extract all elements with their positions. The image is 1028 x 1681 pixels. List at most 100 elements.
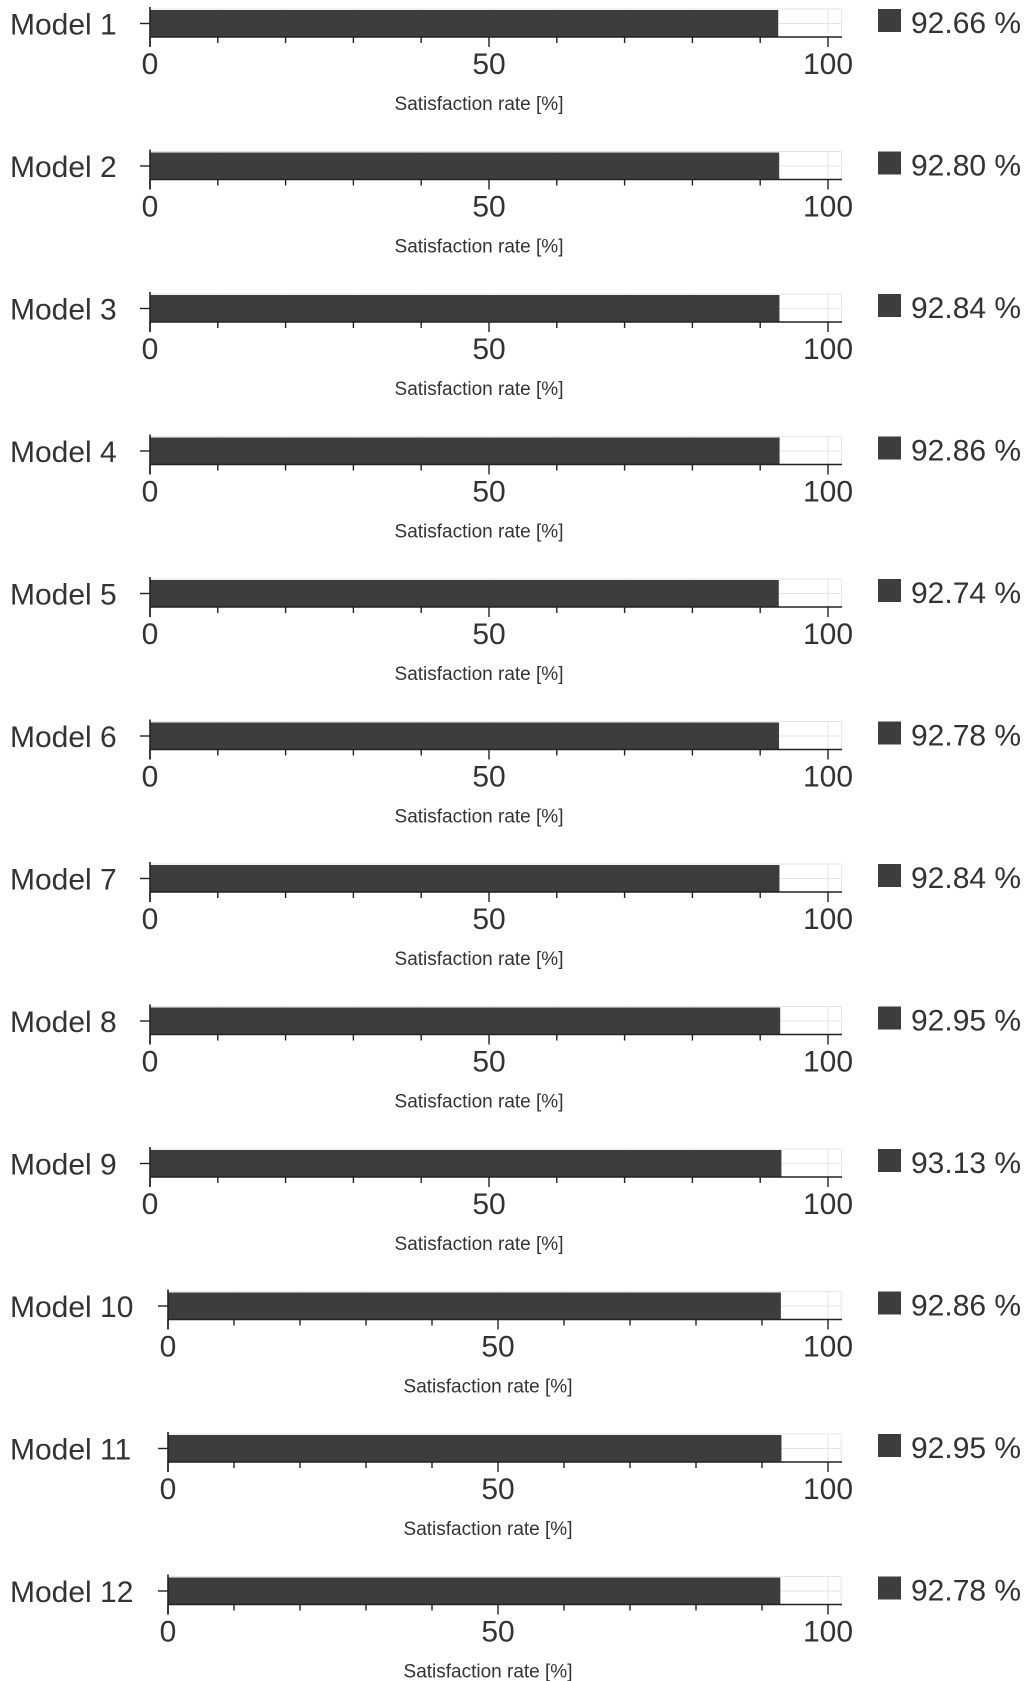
value-label: 92.84 %	[911, 292, 1021, 325]
chart-panel-4: Model 4 0 50 100 Satisfaction rate [%] 92.86 …	[10, 434, 1021, 543]
x-axis-title: Satisfaction rate [%]	[395, 379, 564, 400]
x-tick-label: 50	[472, 1188, 505, 1221]
bar-model-10	[168, 1292, 781, 1320]
legend-swatch	[878, 1149, 901, 1172]
x-tick-label: 50	[472, 191, 505, 224]
category-label: Model 5	[10, 579, 117, 612]
category-label: Model 11	[10, 1434, 131, 1467]
bar-model-7	[150, 865, 780, 892]
x-tick-label: 50	[472, 333, 505, 366]
category-label: Model 8	[10, 1006, 117, 1039]
legend-swatch	[878, 9, 901, 32]
bar-model-4	[150, 437, 780, 465]
x-axis-title: Satisfaction rate [%]	[404, 1377, 573, 1398]
bar-model-9	[150, 1150, 782, 1177]
x-tick-label: 0	[142, 903, 159, 936]
x-tick-label: 100	[803, 761, 853, 794]
legend-swatch	[878, 721, 901, 745]
legend-swatch	[878, 1434, 901, 1457]
bar-model-1	[150, 10, 779, 37]
x-tick-label: 0	[142, 191, 159, 224]
x-axis-title: Satisfaction rate [%]	[404, 1519, 573, 1540]
x-axis-title: Satisfaction rate [%]	[395, 522, 564, 543]
legend-swatch	[878, 864, 901, 887]
x-tick-label: 50	[481, 1473, 514, 1506]
x-axis-title: Satisfaction rate [%]	[395, 237, 564, 258]
chart-panel-7: Model 7 0 50 100 Satisfaction rate [%] 92.84 …	[10, 862, 1021, 970]
category-label: Model 3	[10, 294, 117, 327]
x-axis-title: Satisfaction rate [%]	[395, 1234, 564, 1255]
x-tick-label: 50	[472, 476, 505, 509]
x-tick-label: 100	[803, 1616, 853, 1649]
category-label: Model 9	[10, 1149, 117, 1182]
category-label: Model 12	[10, 1576, 133, 1609]
x-tick-label: 0	[142, 1188, 159, 1221]
x-axis-title: Satisfaction rate [%]	[395, 664, 564, 685]
x-tick-label: 50	[472, 761, 505, 794]
category-label: Model 6	[10, 721, 117, 754]
x-tick-label: 100	[803, 903, 853, 936]
x-tick-label: 50	[472, 903, 505, 936]
x-axis-title: Satisfaction rate [%]	[395, 949, 564, 970]
x-tick-label: 100	[803, 1046, 853, 1079]
bar-model-2	[150, 152, 780, 180]
x-tick-label: 0	[142, 476, 159, 509]
x-tick-label: 0	[160, 1331, 177, 1364]
x-tick-label: 50	[472, 1046, 505, 1079]
x-tick-label: 50	[481, 1331, 514, 1364]
bar-model-5	[150, 580, 779, 607]
x-axis-title: Satisfaction rate [%]	[395, 94, 564, 115]
chart-panel-8: Model 8 0 50 100 Satisfaction rate [%] 92.95 …	[10, 1004, 1021, 1113]
x-axis-title: Satisfaction rate [%]	[395, 1092, 564, 1113]
x-tick-label: 50	[481, 1616, 514, 1649]
chart-panel-10: Model 10 0 50 100 Satisfaction rate [%] 92.86…	[10, 1289, 1021, 1398]
x-tick-label: 100	[803, 333, 853, 366]
legend-swatch	[878, 1576, 901, 1600]
x-tick-label: 0	[142, 333, 159, 366]
x-tick-label: 50	[472, 48, 505, 81]
chart-panel-11: Model 11 0 50 100 Satisfaction rate [%] 92.95…	[10, 1432, 1021, 1540]
value-label: 93.13 %	[911, 1147, 1021, 1180]
category-label: Model 1	[10, 9, 117, 42]
x-tick-label: 0	[142, 618, 159, 651]
chart-panel-2: Model 2 0 50 100 Satisfaction rate [%] 92.80 …	[10, 149, 1021, 258]
category-label: Model 4	[10, 436, 117, 469]
value-label: 92.78 %	[911, 720, 1021, 753]
value-label: 92.74 %	[911, 577, 1021, 610]
bar-model-11	[168, 1435, 782, 1462]
value-label: 92.86 %	[911, 1290, 1021, 1323]
chart-panel-6: Model 6 0 50 100 Satisfaction rate [%] 92.78 …	[10, 719, 1021, 828]
bar-model-12	[168, 1577, 781, 1605]
x-tick-label: 100	[803, 1188, 853, 1221]
bar-model-3	[150, 295, 780, 322]
x-tick-label: 0	[142, 48, 159, 81]
value-label: 92.95 %	[911, 1432, 1021, 1465]
x-tick-label: 100	[803, 476, 853, 509]
x-tick-label: 100	[803, 191, 853, 224]
x-tick-label: 100	[803, 618, 853, 651]
x-tick-label: 0	[160, 1616, 177, 1649]
x-tick-label: 0	[142, 761, 159, 794]
chart-panel-5: Model 5 0 50 100 Satisfaction rate [%] 92.74 …	[10, 577, 1021, 685]
chart-panel-1: Model 1 0 50 100 Satisfaction rate [%] 92.66 …	[10, 7, 1021, 115]
legend-swatch	[878, 579, 901, 602]
value-label: 92.80 %	[911, 150, 1021, 183]
bar-model-6	[150, 722, 780, 750]
legend-swatch	[878, 1291, 901, 1315]
legend-swatch	[878, 294, 901, 317]
chart-panel-3: Model 3 0 50 100 Satisfaction rate [%] 92.84 …	[10, 292, 1021, 400]
bar-model-8	[150, 1007, 781, 1035]
category-label: Model 7	[10, 864, 117, 897]
x-tick-label: 100	[803, 1473, 853, 1506]
x-tick-label: 0	[160, 1473, 177, 1506]
x-tick-label: 0	[142, 1046, 159, 1079]
x-tick-label: 100	[803, 48, 853, 81]
x-axis-title: Satisfaction rate [%]	[395, 807, 564, 828]
x-tick-label: 50	[472, 618, 505, 651]
value-label: 92.86 %	[911, 435, 1021, 468]
legend-swatch	[878, 436, 901, 460]
value-label: 92.66 %	[911, 7, 1021, 40]
value-label: 92.95 %	[911, 1005, 1021, 1038]
x-tick-label: 100	[803, 1331, 853, 1364]
